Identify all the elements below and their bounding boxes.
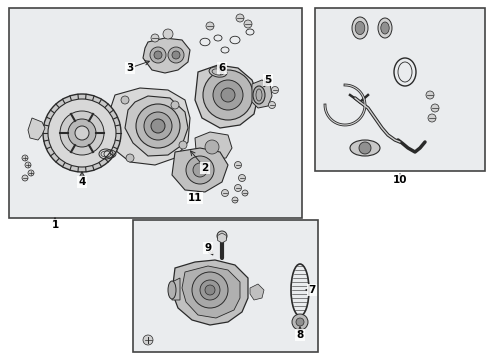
Polygon shape [172, 260, 248, 325]
Circle shape [236, 14, 244, 22]
Circle shape [136, 104, 180, 148]
Circle shape [168, 47, 184, 63]
Text: 7: 7 [308, 285, 316, 295]
Circle shape [151, 119, 165, 133]
Circle shape [205, 285, 215, 295]
Polygon shape [172, 278, 180, 300]
Bar [315, 8, 485, 171]
Circle shape [206, 22, 214, 30]
Circle shape [150, 47, 166, 63]
Circle shape [244, 20, 252, 28]
Circle shape [186, 156, 214, 184]
Ellipse shape [209, 67, 227, 77]
Ellipse shape [253, 86, 265, 104]
Ellipse shape [350, 140, 380, 156]
Polygon shape [108, 88, 190, 165]
Circle shape [269, 102, 275, 108]
Circle shape [75, 126, 89, 140]
Circle shape [221, 88, 235, 102]
Circle shape [265, 77, 271, 84]
Circle shape [151, 34, 159, 42]
Circle shape [217, 231, 227, 241]
Circle shape [242, 190, 248, 196]
Text: 5: 5 [265, 75, 271, 85]
Ellipse shape [168, 281, 176, 299]
Circle shape [205, 140, 219, 154]
Polygon shape [182, 266, 240, 318]
Circle shape [126, 154, 134, 162]
Circle shape [28, 170, 34, 176]
Circle shape [292, 314, 308, 330]
Circle shape [192, 272, 228, 308]
Circle shape [171, 101, 179, 109]
Polygon shape [195, 65, 258, 128]
Circle shape [296, 318, 304, 326]
Circle shape [163, 29, 173, 39]
Circle shape [203, 70, 253, 120]
Text: 10: 10 [393, 175, 407, 185]
Circle shape [431, 104, 439, 112]
Polygon shape [125, 96, 188, 156]
Circle shape [193, 163, 207, 177]
Circle shape [60, 111, 104, 155]
Circle shape [179, 141, 187, 149]
Text: 3: 3 [126, 63, 134, 73]
Circle shape [48, 99, 116, 167]
Text: 4: 4 [78, 177, 86, 187]
Circle shape [235, 185, 242, 192]
Circle shape [22, 155, 28, 161]
Circle shape [213, 80, 243, 110]
Text: 2: 2 [201, 163, 209, 173]
Circle shape [426, 91, 434, 99]
Text: 6: 6 [219, 63, 225, 73]
Circle shape [144, 112, 172, 140]
Circle shape [235, 162, 242, 168]
Polygon shape [143, 38, 190, 73]
Circle shape [239, 175, 245, 181]
Circle shape [154, 51, 162, 59]
Ellipse shape [378, 18, 392, 38]
Text: 1: 1 [51, 220, 59, 230]
Ellipse shape [355, 21, 365, 35]
Circle shape [359, 142, 371, 154]
Polygon shape [252, 80, 272, 108]
Circle shape [172, 51, 180, 59]
Circle shape [232, 197, 238, 203]
Text: 8: 8 [296, 330, 304, 340]
Circle shape [271, 86, 278, 94]
Text: 11: 11 [188, 193, 202, 203]
Circle shape [121, 96, 129, 104]
Circle shape [143, 335, 153, 345]
Circle shape [221, 189, 228, 197]
Bar [133, 220, 318, 352]
Text: 9: 9 [204, 243, 212, 253]
Circle shape [68, 119, 96, 147]
Polygon shape [172, 148, 228, 192]
Ellipse shape [381, 22, 389, 34]
Circle shape [25, 162, 31, 168]
Polygon shape [250, 284, 264, 300]
Circle shape [43, 94, 121, 172]
Bar [9, 8, 302, 218]
Circle shape [22, 175, 28, 181]
Ellipse shape [352, 17, 368, 39]
Polygon shape [218, 233, 226, 243]
Circle shape [200, 280, 220, 300]
Polygon shape [28, 118, 45, 140]
Circle shape [428, 114, 436, 122]
Polygon shape [195, 132, 232, 160]
